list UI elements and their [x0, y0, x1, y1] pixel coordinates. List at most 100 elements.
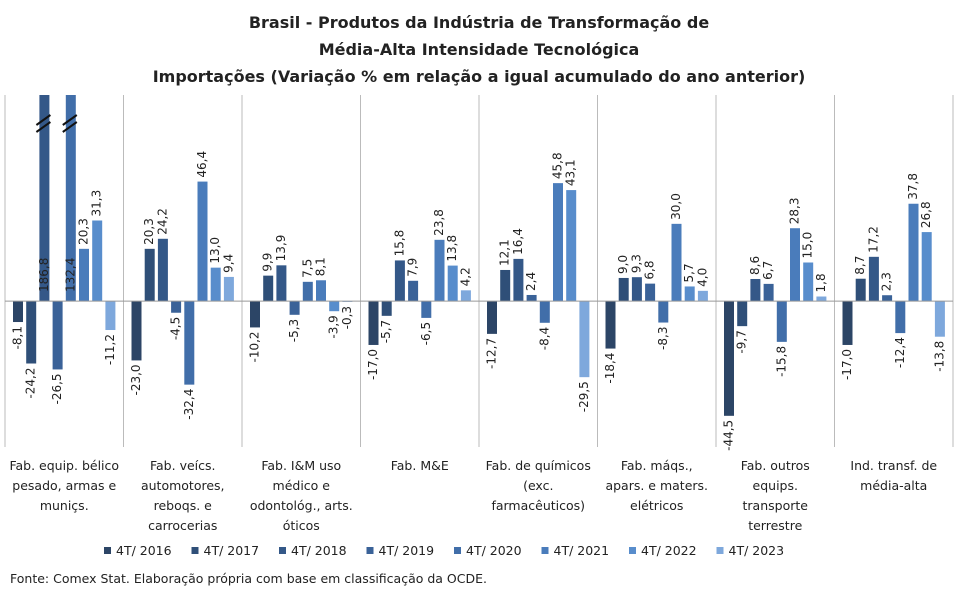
value-label: 20,3 — [142, 218, 156, 245]
bar — [921, 232, 932, 302]
legend-marker — [716, 547, 724, 554]
legend-marker — [191, 547, 199, 554]
bar — [381, 301, 392, 316]
value-label: 2,3 — [880, 272, 894, 291]
value-label: 8,7 — [853, 256, 867, 275]
value-label: 16,4 — [511, 228, 525, 255]
bar — [171, 301, 182, 313]
bar — [908, 203, 919, 302]
bar — [553, 183, 563, 302]
legend-marker — [454, 547, 461, 554]
chart-subtitle: Importações (Variação % em relação a igu… — [153, 67, 806, 86]
break-mark — [62, 121, 78, 133]
bar — [39, 95, 50, 302]
bar — [526, 294, 537, 302]
bar — [289, 301, 300, 315]
bar — [697, 290, 708, 302]
legend-label: 4T/ 2020 — [466, 543, 522, 558]
value-label: 17,2 — [866, 226, 880, 253]
value-label: -18,4 — [603, 353, 617, 384]
bar — [566, 190, 577, 302]
bar — [197, 181, 208, 302]
value-label: -29,5 — [577, 381, 591, 412]
bar — [605, 301, 616, 349]
value-label: -4,5 — [169, 317, 183, 340]
bar — [394, 260, 405, 302]
legend-label: 4T/ 2019 — [379, 543, 435, 558]
bar — [250, 301, 260, 328]
legend-marker — [279, 547, 286, 554]
bar — [539, 301, 550, 323]
value-label: -9,7 — [735, 330, 749, 353]
value-label: 13,8 — [445, 235, 459, 262]
bar — [316, 280, 326, 302]
bar — [92, 220, 103, 302]
value-label: 23,8 — [432, 209, 446, 236]
bar — [276, 265, 287, 302]
value-label: -24,2 — [24, 368, 38, 399]
bar — [803, 262, 814, 302]
bar — [724, 301, 734, 416]
legend-marker — [541, 547, 549, 554]
x-tick-label: Fab. de químicos (exc. farmacêuticos) — [485, 458, 591, 513]
value-label: -0,3 — [340, 306, 354, 329]
chart-title: Brasil - Produtos da Indústria de Transf… — [249, 13, 710, 32]
bar — [658, 301, 669, 323]
break-mark — [62, 114, 78, 126]
value-label: 7,5 — [300, 259, 314, 278]
value-label: 1,8 — [814, 273, 828, 292]
value-label: 15,8 — [392, 230, 406, 257]
legend-label: 4T/ 2017 — [204, 543, 260, 558]
value-label: -8,3 — [656, 327, 670, 350]
value-label: 4,0 — [695, 268, 709, 287]
bar — [434, 239, 445, 302]
value-label: 9,3 — [629, 254, 643, 273]
bar — [868, 256, 879, 302]
value-label: 46,4 — [195, 151, 209, 178]
x-tick-label: Ind. transf. de média-alta — [850, 458, 938, 493]
value-label: 9,0 — [616, 255, 630, 274]
value-label: -8,1 — [11, 326, 25, 349]
value-label: 13,9 — [274, 235, 288, 262]
bar — [263, 275, 274, 302]
value-label: 26,8 — [919, 201, 933, 228]
break-mark — [35, 114, 51, 126]
bar — [65, 95, 76, 302]
value-label: 45,8 — [551, 152, 565, 179]
bar — [882, 295, 893, 302]
bar — [105, 301, 116, 331]
value-label: -23,0 — [129, 364, 143, 395]
bar — [131, 301, 142, 361]
bar — [184, 301, 195, 385]
bar — [855, 278, 866, 302]
value-label: 6,8 — [643, 261, 657, 280]
value-label: 4,2 — [458, 267, 472, 286]
bar — [671, 223, 682, 302]
value-label: 13,0 — [208, 237, 222, 264]
bar — [13, 301, 23, 323]
bar — [737, 301, 748, 327]
bar — [842, 301, 853, 345]
bar — [579, 301, 590, 378]
bar — [776, 301, 787, 342]
value-label: -44,5 — [722, 420, 736, 451]
legend-label: 4T/ 2021 — [554, 543, 610, 558]
value-label: -32,4 — [182, 389, 196, 420]
bar — [329, 301, 340, 312]
x-tick-label: Fab. outros equips. transporte terrestre — [740, 458, 810, 533]
value-label: 6,7 — [761, 261, 775, 280]
bar — [144, 248, 155, 302]
legend-label: 4T/ 2018 — [291, 543, 347, 558]
bar — [631, 277, 642, 302]
bar — [645, 283, 656, 302]
bar — [684, 286, 695, 302]
bar — [790, 228, 800, 302]
value-label: -10,2 — [248, 331, 262, 362]
bar — [223, 276, 234, 302]
value-label: 28,3 — [788, 198, 802, 225]
value-label: -5,7 — [379, 320, 393, 343]
value-label: 132,4 — [63, 258, 77, 292]
bar — [513, 258, 524, 302]
